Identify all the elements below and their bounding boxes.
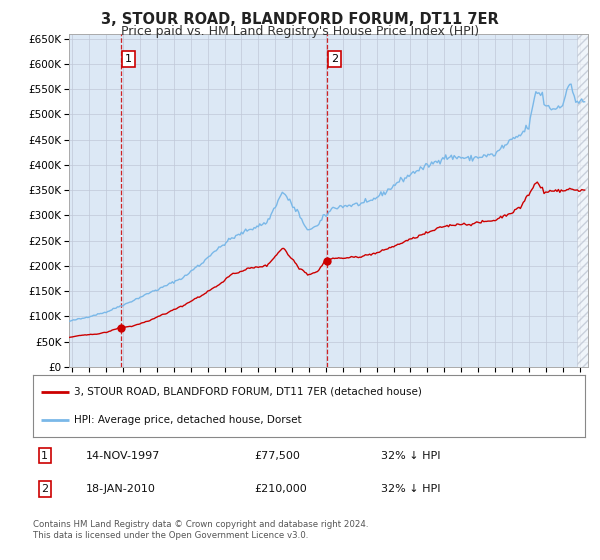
Text: 2: 2 [41,484,49,494]
Text: 3, STOUR ROAD, BLANDFORD FORUM, DT11 7ER (detached house): 3, STOUR ROAD, BLANDFORD FORUM, DT11 7ER… [74,387,422,397]
Text: £77,500: £77,500 [254,451,299,461]
Text: 14-NOV-1997: 14-NOV-1997 [85,451,160,461]
Text: £210,000: £210,000 [254,484,307,494]
Text: 1: 1 [41,451,48,461]
Text: HPI: Average price, detached house, Dorset: HPI: Average price, detached house, Dors… [74,415,302,425]
Bar [577,34,588,367]
Text: Contains HM Land Registry data © Crown copyright and database right 2024.: Contains HM Land Registry data © Crown c… [33,520,368,529]
Text: 3, STOUR ROAD, BLANDFORD FORUM, DT11 7ER: 3, STOUR ROAD, BLANDFORD FORUM, DT11 7ER [101,12,499,27]
Text: 32% ↓ HPI: 32% ↓ HPI [381,484,440,494]
Text: 2: 2 [331,54,338,64]
Text: 18-JAN-2010: 18-JAN-2010 [85,484,155,494]
Text: 32% ↓ HPI: 32% ↓ HPI [381,451,440,461]
Text: This data is licensed under the Open Government Licence v3.0.: This data is licensed under the Open Gov… [33,531,308,540]
Text: Price paid vs. HM Land Registry's House Price Index (HPI): Price paid vs. HM Land Registry's House … [121,25,479,38]
Text: 1: 1 [125,54,132,64]
